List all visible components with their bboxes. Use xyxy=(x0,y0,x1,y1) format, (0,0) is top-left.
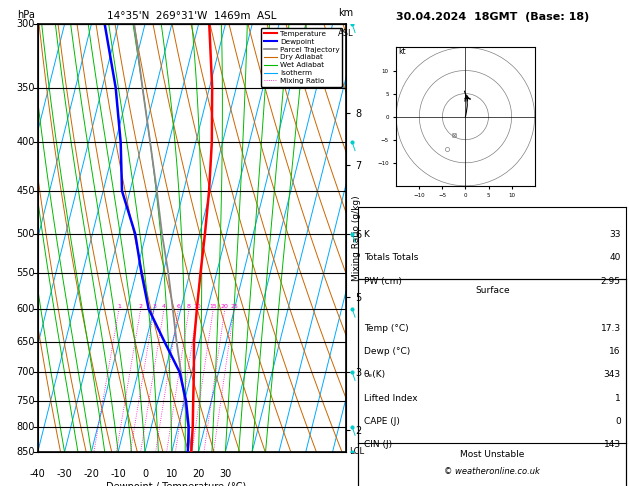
Text: Lifted Index: Lifted Index xyxy=(364,394,417,403)
Text: 550: 550 xyxy=(16,268,35,278)
Text: 10: 10 xyxy=(165,469,178,479)
Text: 17.3: 17.3 xyxy=(601,324,621,333)
Text: LCL: LCL xyxy=(349,447,364,455)
Legend: Temperature, Dewpoint, Parcel Trajectory, Dry Adiabat, Wet Adiabat, Isotherm, Mi: Temperature, Dewpoint, Parcel Trajectory… xyxy=(261,28,342,87)
Text: Totals Totals: Totals Totals xyxy=(364,253,418,262)
Text: 850: 850 xyxy=(16,447,35,457)
Text: -10: -10 xyxy=(110,469,126,479)
Text: 30: 30 xyxy=(220,469,231,479)
Text: Dewp (°C): Dewp (°C) xyxy=(364,347,410,356)
Text: θₑ(K): θₑ(K) xyxy=(364,370,386,380)
Text: Mixing Ratio (g/kg): Mixing Ratio (g/kg) xyxy=(352,195,361,281)
Text: 33: 33 xyxy=(610,230,621,239)
Text: 350: 350 xyxy=(16,83,35,93)
Text: Surface: Surface xyxy=(475,286,509,295)
Title: 14°35'N  269°31'W  1469m  ASL: 14°35'N 269°31'W 1469m ASL xyxy=(107,11,277,21)
Text: 750: 750 xyxy=(16,396,35,406)
Text: 2: 2 xyxy=(139,304,143,309)
X-axis label: Dewpoint / Temperature (°C): Dewpoint / Temperature (°C) xyxy=(106,482,247,486)
Text: 6: 6 xyxy=(177,304,181,309)
Text: 10: 10 xyxy=(194,304,201,309)
Text: 25: 25 xyxy=(230,304,238,309)
Text: Most Unstable: Most Unstable xyxy=(460,450,525,459)
Text: CAPE (J): CAPE (J) xyxy=(364,417,399,426)
Text: 40: 40 xyxy=(610,253,621,262)
Text: 400: 400 xyxy=(16,138,35,147)
Text: -40: -40 xyxy=(30,469,46,479)
Text: 800: 800 xyxy=(16,422,35,432)
Text: 15: 15 xyxy=(209,304,217,309)
Text: 16: 16 xyxy=(610,347,621,356)
Text: 300: 300 xyxy=(16,19,35,29)
Text: 30.04.2024  18GMT  (Base: 18): 30.04.2024 18GMT (Base: 18) xyxy=(396,12,589,22)
Text: 20: 20 xyxy=(221,304,229,309)
Text: -30: -30 xyxy=(57,469,72,479)
Text: 3: 3 xyxy=(152,304,156,309)
Text: 4: 4 xyxy=(162,304,166,309)
Text: 600: 600 xyxy=(16,304,35,314)
Text: 343: 343 xyxy=(604,370,621,380)
Text: 650: 650 xyxy=(16,337,35,347)
Text: © weatheronline.co.uk: © weatheronline.co.uk xyxy=(444,467,540,476)
Text: CIN (J): CIN (J) xyxy=(364,440,392,450)
Text: 0: 0 xyxy=(142,469,148,479)
Text: 143: 143 xyxy=(604,440,621,450)
Text: 500: 500 xyxy=(16,229,35,239)
Text: 20: 20 xyxy=(192,469,204,479)
Text: PW (cm): PW (cm) xyxy=(364,277,401,286)
Text: 1: 1 xyxy=(117,304,121,309)
Text: hPa: hPa xyxy=(17,10,35,20)
Text: 8: 8 xyxy=(187,304,191,309)
Text: km: km xyxy=(338,8,353,18)
Text: 0: 0 xyxy=(615,417,621,426)
Text: 1: 1 xyxy=(615,394,621,403)
Text: 2.95: 2.95 xyxy=(601,277,621,286)
Text: 450: 450 xyxy=(16,186,35,196)
Text: -20: -20 xyxy=(84,469,99,479)
Text: ASL: ASL xyxy=(338,29,353,37)
Text: K: K xyxy=(364,230,369,239)
Text: kt: kt xyxy=(399,47,406,56)
Text: 700: 700 xyxy=(16,367,35,377)
Text: Temp (°C): Temp (°C) xyxy=(364,324,408,333)
